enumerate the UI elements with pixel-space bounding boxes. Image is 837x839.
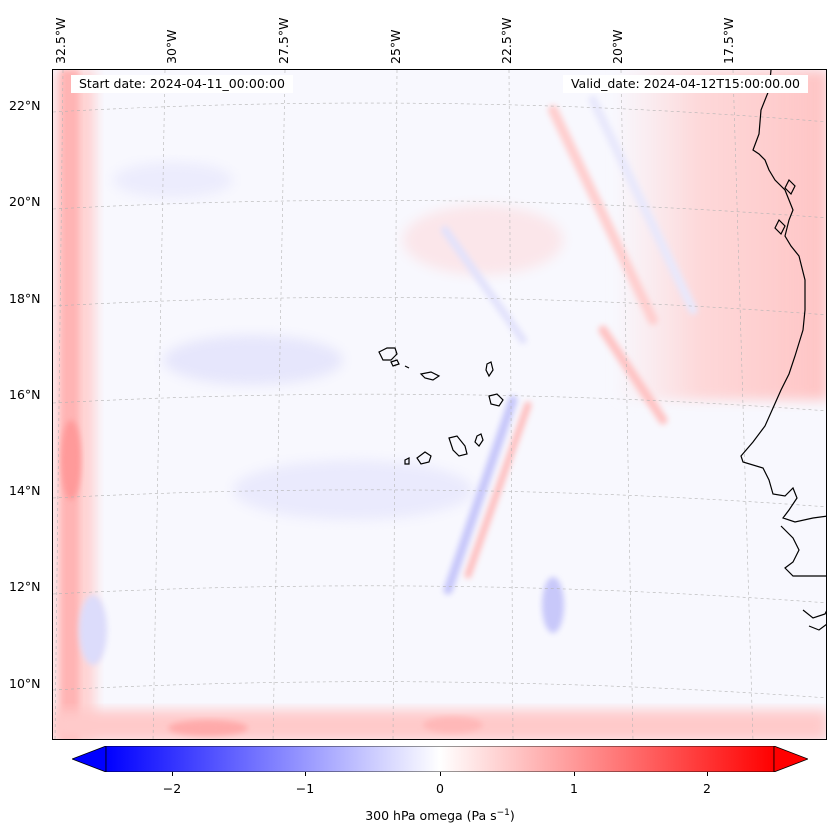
island-santo-antao (378, 347, 398, 361)
lat-label-14n: 14°N (9, 483, 41, 498)
colorbar-tick-m1 (305, 772, 306, 776)
colorbar-tick-label-m1: −1 (295, 781, 315, 796)
colorbar-label-exponent: −1 (496, 808, 510, 818)
negative-omega-max-se (542, 577, 564, 633)
island-sao-vicente (390, 359, 400, 367)
island-boa-vista (488, 393, 504, 407)
omega-field-map (53, 70, 826, 739)
lat-label-20n: 20°N (9, 194, 41, 209)
island-fogo (416, 451, 432, 465)
positive-omega-band-west-core (61, 70, 79, 739)
lon-label-22-5w: 22.5°W (499, 17, 514, 64)
negative-omega-ridge-n (441, 226, 527, 344)
colorbar-tick-label-2: 2 (703, 781, 711, 796)
positive-omega-max-south-2 (423, 717, 483, 733)
lon-label-17-5w: 17.5°W (721, 17, 736, 64)
colorbar-tick-label-1: 1 (570, 781, 578, 796)
colorbar-tick-m2 (172, 772, 173, 776)
island-santa-luzia (404, 365, 410, 369)
colorbar-label-text: 300 hPa omega (Pa s (365, 808, 497, 824)
negative-omega-wave-band (443, 395, 518, 595)
colorbar-tick-1 (574, 772, 575, 776)
positive-omega-ridge-n (548, 105, 658, 325)
omega-contour-fill (53, 70, 826, 739)
negative-omega-patch-nw (113, 162, 233, 198)
positive-omega-patch-n (403, 205, 563, 275)
island-santiago (448, 435, 468, 457)
lon-label-25w: 25°W (388, 29, 403, 64)
island-sal (485, 361, 494, 378)
valid-date-label: Valid_date: 2024-04-12T15:00:00.00 (562, 75, 808, 93)
colorbar-tick-label-m2: −2 (162, 781, 182, 796)
graticule (53, 70, 826, 739)
coastline-africa (740, 70, 826, 631)
lon-label-30w: 30°W (164, 29, 179, 64)
positive-omega-region-east (613, 70, 826, 400)
negative-omega-patch-sw (79, 595, 107, 665)
lon-label-27-5w: 27.5°W (276, 17, 291, 64)
positive-omega-max-west (61, 420, 81, 500)
colorbar-tick-label-0: 0 (436, 781, 444, 796)
colorbar-tick-0 (440, 772, 441, 776)
cabo-verde-islands (378, 347, 504, 465)
positive-omega-wave-band (464, 401, 532, 579)
negative-omega-patch-w (163, 335, 343, 385)
colorbar-extend-high (773, 745, 810, 773)
start-date-label: Start date: 2024-04-11_00:00:00 (71, 75, 293, 93)
island-sao-nicolau (419, 371, 441, 381)
lat-label-10n: 10°N (9, 676, 41, 691)
longitude-labels: 32.5°W 30°W 27.5°W 25°W 22.5°W 20°W 17.5… (0, 0, 837, 70)
lon-label-32-5w: 32.5°W (53, 17, 68, 64)
positive-omega-ridge-e (598, 325, 668, 425)
lat-label-22n: 22°N (9, 98, 41, 113)
island-brava (404, 457, 410, 465)
lon-label-20w: 20°W (610, 29, 625, 64)
lat-label-16n: 16°N (9, 387, 41, 402)
map-panel[interactable] (52, 69, 827, 740)
colorbar-gradient (70, 745, 810, 773)
colorbar-label: 300 hPa omega (Pa s−1) (0, 808, 837, 823)
colorbar-body (105, 745, 775, 773)
lat-label-18n: 18°N (9, 291, 41, 306)
negative-omega-ridge-ne (588, 95, 698, 315)
colorbar (70, 745, 810, 773)
colorbar-tick-2 (707, 772, 708, 776)
positive-omega-max-south (168, 720, 248, 736)
island-maio (474, 433, 484, 447)
colorbar-extend-low (70, 745, 107, 773)
lat-label-12n: 12°N (9, 579, 41, 594)
colorbar-label-close: ) (509, 808, 515, 824)
